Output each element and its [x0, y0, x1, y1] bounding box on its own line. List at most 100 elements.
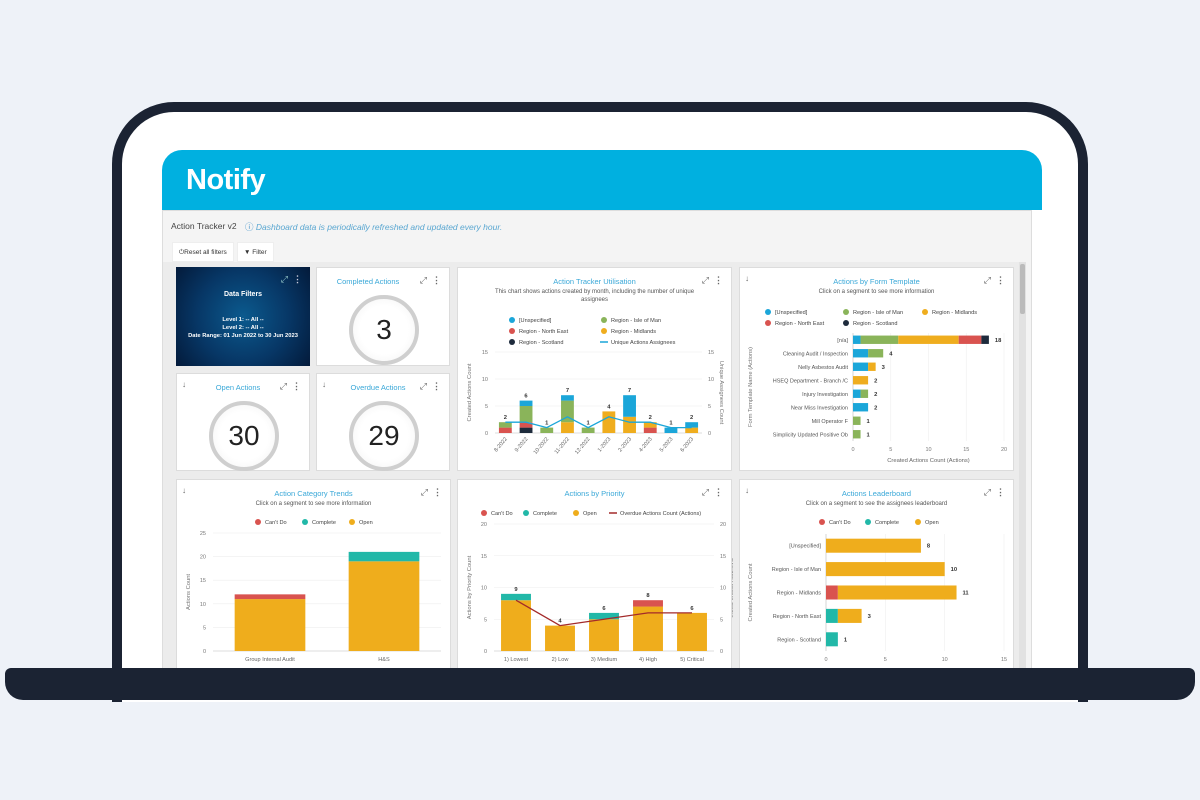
bar-segment[interactable]	[853, 376, 869, 385]
bar-segment[interactable]	[623, 395, 636, 417]
legend-item[interactable]: [Unspecified]	[775, 310, 808, 316]
bar-segment[interactable]	[581, 427, 595, 433]
bar-segment[interactable]	[664, 427, 678, 433]
bar-segment[interactable]	[868, 362, 876, 371]
legend-item[interactable]: Open	[925, 520, 939, 526]
bar-segment[interactable]	[643, 427, 657, 433]
bar-segment[interactable]	[981, 335, 989, 344]
form-template-panel[interactable]: ↓ Actions by Form Template Click on a se…	[739, 267, 1014, 471]
legend-item[interactable]: Open	[583, 511, 597, 517]
bar-segment[interactable]	[561, 422, 574, 433]
bar-segment[interactable]	[685, 422, 699, 428]
bar-segment[interactable]	[561, 400, 574, 423]
bar-segment[interactable]	[868, 349, 884, 358]
legend-item[interactable]: Region - Scotland	[519, 340, 563, 346]
expand-icon[interactable]: ⤢	[419, 275, 427, 285]
reset-filters-button[interactable]: ⏻Reset all filters	[172, 242, 234, 262]
bar-segment[interactable]	[348, 551, 420, 562]
open-actions-panel[interactable]: ↓ Open Actions ⤢ ⋮ 30	[176, 373, 310, 471]
more-menu-icon[interactable]: ⋮	[432, 275, 441, 285]
bar-segment[interactable]	[826, 608, 838, 623]
more-menu-icon[interactable]: ⋮	[433, 487, 442, 497]
legend-item[interactable]: Can't Do	[829, 520, 851, 526]
legend-item[interactable]: Region - Scotland	[853, 321, 897, 327]
legend-item[interactable]: Region - Midlands	[611, 329, 656, 335]
download-icon[interactable]: ↓	[745, 486, 749, 495]
bar-segment[interactable]	[540, 427, 554, 433]
expand-icon[interactable]: ⤢	[983, 487, 991, 497]
bar-segment[interactable]	[234, 599, 306, 651]
legend-item[interactable]: Can't Do	[491, 511, 513, 517]
bar-segment[interactable]	[234, 594, 306, 600]
bar-segment[interactable]	[677, 612, 707, 651]
bar-segment[interactable]	[545, 625, 575, 651]
bar-segment[interactable]	[589, 612, 619, 620]
bar-segment[interactable]	[501, 593, 531, 601]
bar-segment[interactable]	[602, 411, 616, 433]
legend-item[interactable]: Unique Actions Assignees	[611, 340, 676, 346]
completed-actions-panel[interactable]: Completed Actions ⤢ ⋮ 3	[316, 267, 450, 366]
bar-segment[interactable]	[837, 608, 862, 623]
more-menu-icon[interactable]: ⋮	[714, 487, 723, 497]
bar-segment[interactable]	[519, 427, 533, 433]
expand-icon[interactable]: ⤢	[701, 275, 709, 285]
bar-segment[interactable]	[837, 585, 957, 600]
bar-segment[interactable]	[501, 600, 531, 651]
bar-segment[interactable]	[498, 427, 512, 433]
bar-segment[interactable]	[561, 395, 574, 401]
bar-segment[interactable]	[519, 400, 533, 406]
bar-segment[interactable]	[853, 389, 861, 398]
filter-button[interactable]: ▼ Filter	[237, 242, 274, 262]
bar-segment[interactable]	[826, 562, 945, 577]
legend-item[interactable]: Region - Isle of Man	[853, 310, 903, 316]
download-icon[interactable]: ↓	[322, 380, 326, 389]
bar-segment[interactable]	[623, 416, 636, 433]
priority-panel[interactable]: Actions by Priority ⤢ ⋮ Can't Do Complete O…	[457, 479, 733, 689]
bar-segment[interactable]	[853, 335, 861, 344]
expand-icon[interactable]: ⤢	[280, 274, 288, 284]
expand-icon[interactable]: ⤢	[983, 275, 991, 285]
download-icon[interactable]: ↓	[182, 486, 186, 495]
bar-segment[interactable]	[860, 389, 869, 398]
legend-item[interactable]: Overdue Actions Count (Actions)	[620, 511, 701, 517]
legend-item[interactable]: Region - North East	[519, 329, 569, 335]
utilisation-panel[interactable]: Action Tracker Utilisation This chart sh…	[457, 267, 732, 471]
bar-segment[interactable]	[958, 335, 982, 344]
bar-segment[interactable]	[853, 416, 861, 425]
leaderboard-panel[interactable]: ↓ Actions Leaderboard Click on a segment…	[739, 479, 1014, 689]
bar-segment[interactable]	[643, 422, 657, 428]
bar-segment[interactable]	[519, 422, 533, 428]
scrollbar-thumb[interactable]	[1020, 264, 1025, 314]
bar-segment[interactable]	[826, 538, 921, 553]
overdue-actions-panel[interactable]: ↓ Overdue Actions ⤢ ⋮ 29	[316, 373, 450, 471]
category-trends-panel[interactable]: ↓ Action Category Trends Click on a segm…	[176, 479, 451, 689]
more-menu-icon[interactable]: ⋮	[292, 381, 301, 391]
legend-item[interactable]: Complete	[533, 511, 557, 517]
expand-icon[interactable]: ⤢	[420, 487, 428, 497]
expand-icon[interactable]: ⤢	[279, 381, 287, 391]
data-filters-panel[interactable]: ⤢ ⋮ Data Filters Level 1: -- All -- Level…	[176, 267, 310, 366]
more-menu-icon[interactable]: ⋮	[714, 275, 723, 285]
legend-item[interactable]: [Unspecified]	[519, 318, 552, 324]
legend-item[interactable]: Region - Isle of Man	[611, 318, 661, 324]
more-menu-icon[interactable]: ⋮	[996, 487, 1005, 497]
bar-segment[interactable]	[826, 632, 838, 647]
bar-segment[interactable]	[589, 619, 619, 651]
more-menu-icon[interactable]: ⋮	[293, 274, 302, 284]
expand-icon[interactable]: ⤢	[419, 381, 427, 391]
bar-segment[interactable]	[633, 600, 663, 607]
legend-item[interactable]: Complete	[312, 520, 336, 526]
legend-item[interactable]: Region - North East	[775, 321, 825, 327]
download-icon[interactable]: ↓	[745, 274, 749, 283]
legend-item[interactable]: Complete	[875, 520, 899, 526]
bar-segment[interactable]	[853, 430, 861, 439]
more-menu-icon[interactable]: ⋮	[432, 381, 441, 391]
bar-segment[interactable]	[898, 335, 959, 344]
bar-segment[interactable]	[826, 585, 838, 600]
bar-segment[interactable]	[853, 349, 869, 358]
more-menu-icon[interactable]: ⋮	[996, 275, 1005, 285]
bar-segment[interactable]	[853, 403, 869, 412]
legend-item[interactable]: Can't Do	[265, 520, 287, 526]
bar-segment[interactable]	[519, 406, 533, 423]
legend-item[interactable]: Region - Midlands	[932, 310, 977, 316]
